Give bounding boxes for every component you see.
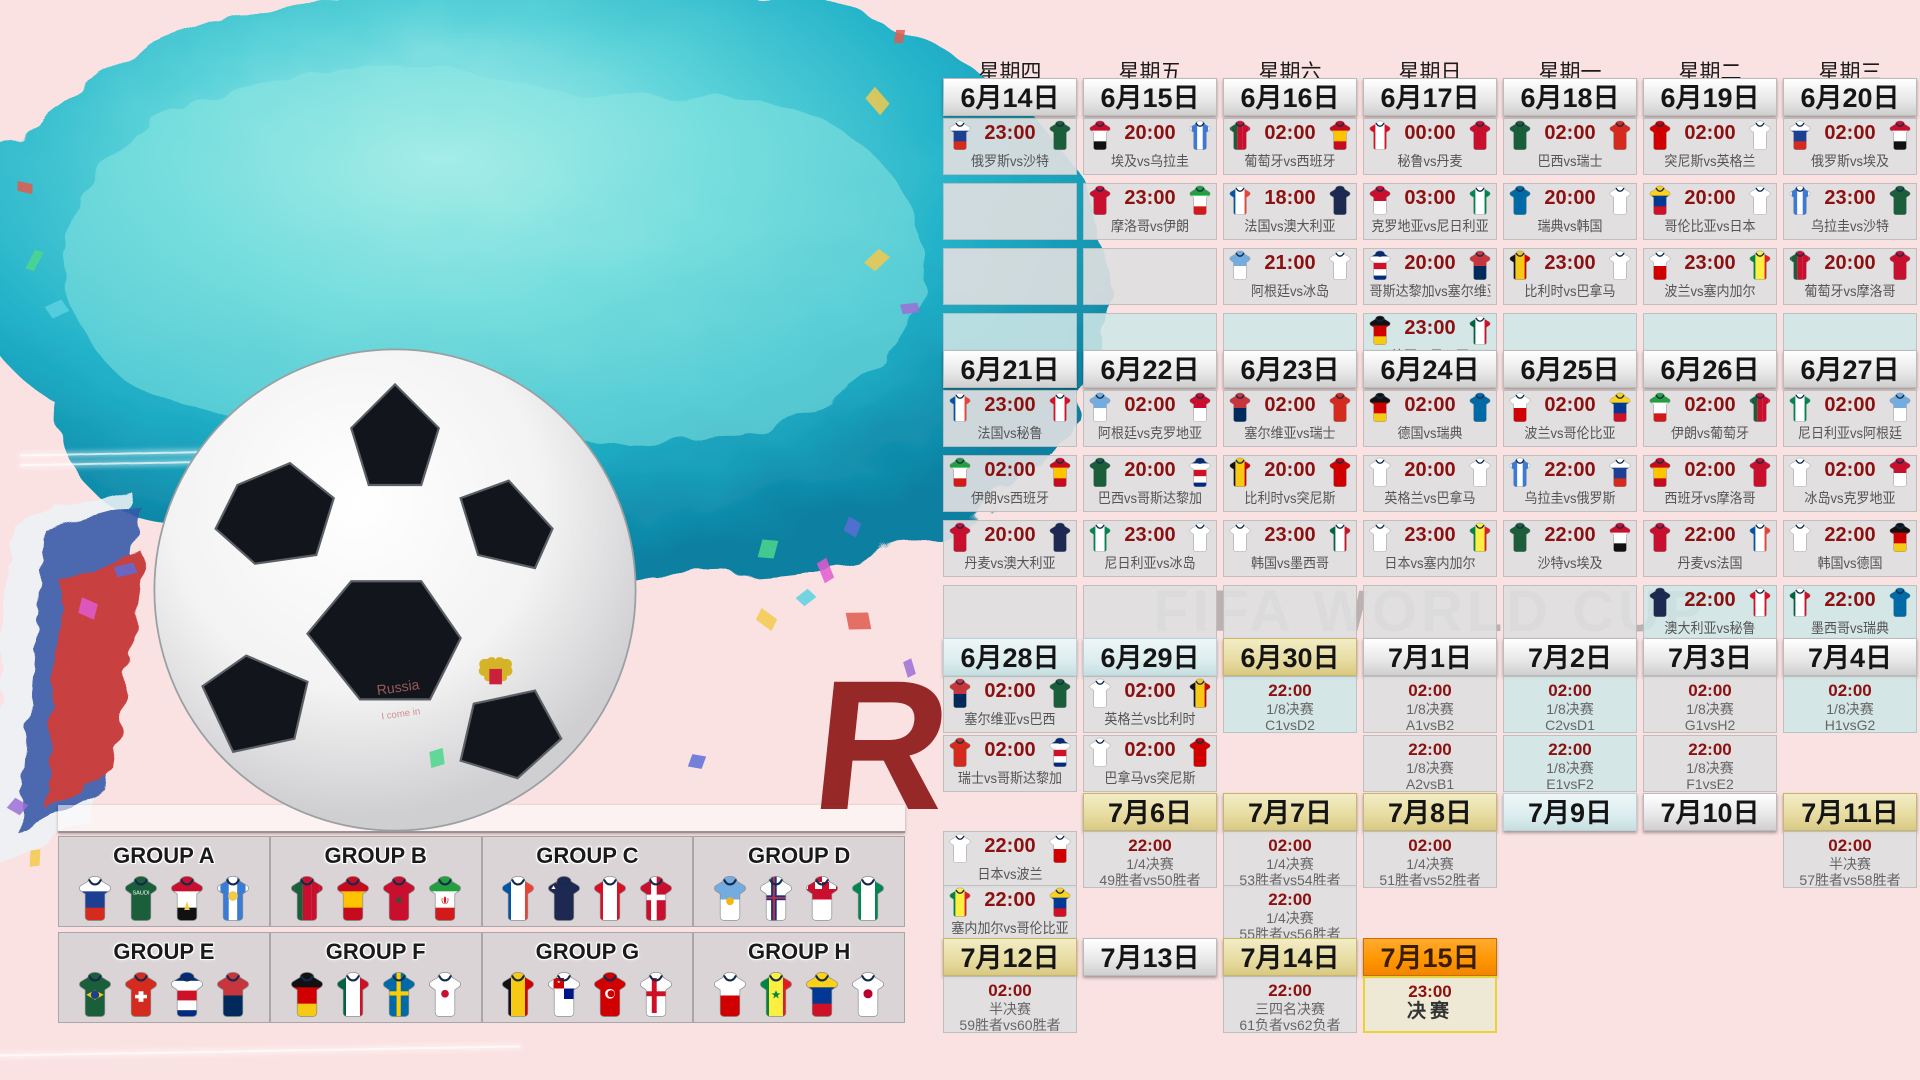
svg-text:SAUDI: SAUDI — [132, 890, 150, 896]
